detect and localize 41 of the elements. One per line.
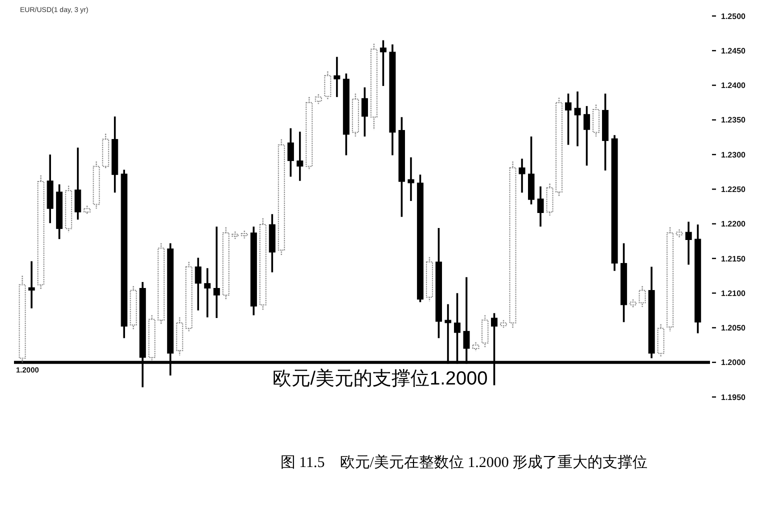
annotation: 欧元/美元的支撑位1.2000 — [272, 367, 488, 390]
candlestick — [324, 70, 332, 100]
y-tick-label: 1.2400 — [721, 81, 746, 90]
candlestick — [74, 146, 82, 221]
candlestick — [685, 220, 692, 266]
candlestick — [518, 158, 526, 194]
candlestick — [213, 226, 220, 319]
y-tick-label: 1.2000 — [721, 358, 746, 368]
candlestick — [296, 130, 304, 182]
candlestick — [676, 228, 683, 238]
candlestick — [537, 186, 544, 228]
candlestick — [408, 156, 414, 202]
candlestick — [500, 320, 507, 328]
y-tick-label: 1.2100 — [721, 288, 746, 298]
y-tick-label: 1.2150 — [721, 254, 746, 264]
y-tick-label: 1.2500 — [721, 12, 746, 21]
y-tick-label: 1.2350 — [721, 116, 746, 125]
y-tick-label: 1.2300 — [721, 150, 746, 160]
y-tick-label: 1.2450 — [721, 46, 746, 56]
y-tick-label: 1.2250 — [721, 184, 746, 194]
candlestick — [240, 230, 248, 239]
candlestick — [638, 286, 646, 308]
candlestick — [565, 92, 572, 146]
candlestick — [204, 267, 211, 318]
candlestick — [314, 94, 322, 105]
candlestick — [287, 127, 294, 178]
candlestick — [592, 104, 600, 138]
candlestick — [232, 230, 239, 240]
candlestick — [574, 90, 581, 148]
candlestick — [380, 39, 386, 87]
candlestick — [584, 105, 590, 167]
candlestick — [361, 86, 368, 138]
candlestick — [194, 256, 202, 312]
candlestick — [334, 56, 340, 98]
candlestick — [472, 342, 480, 352]
y-tick-label: 1.2200 — [721, 220, 746, 229]
candlestick — [28, 260, 35, 310]
y-tick-label: 1.2050 — [721, 324, 746, 333]
text: 图 11.5 欧元/美元在整数位 1.2000 形成了重大的支撑位 — [280, 454, 648, 471]
y-tick-label: 1.1950 — [721, 392, 746, 402]
candlestick — [481, 314, 488, 348]
